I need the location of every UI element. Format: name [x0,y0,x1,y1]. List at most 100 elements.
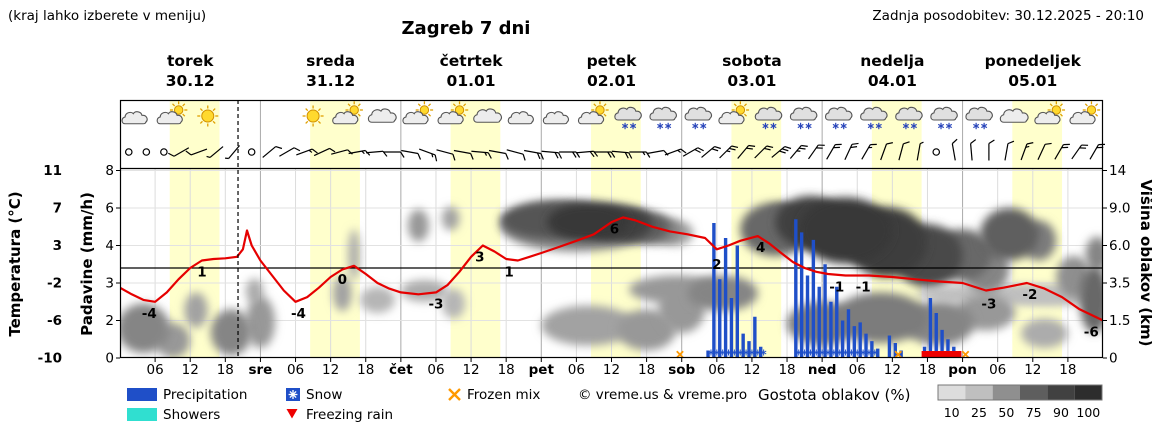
precip-bar [735,245,740,358]
sun-cloud-icon [718,101,750,125]
snow-mark-icon [719,349,726,356]
precip-bar [928,298,933,358]
weather-icons-row [121,101,1101,130]
day-date: 02.01 [587,72,636,90]
precip-bar [811,239,816,358]
cloud-blob [359,286,396,313]
wind-barb-icon [453,149,474,160]
temp-value-label: -3 [981,296,996,312]
snow-mark-icon [743,349,749,356]
daylight-band [310,100,360,358]
calm-wind-icon [247,148,256,156]
temp-value-label: 1 [504,265,513,281]
wind-barb-icon [185,148,208,156]
precip-bar [805,275,810,358]
cloud-blob [798,197,893,264]
cloud-density-layer [120,196,1103,358]
wind-barb-icon [988,139,995,161]
cloud-blob [348,229,360,280]
xtick-day: pon [948,362,977,378]
cloud-blob [120,303,170,353]
density-swatch [1074,385,1102,400]
frozen-mix-mark-icon [961,350,970,359]
snow-mark-icon [848,349,855,356]
showers-swatch [127,408,157,421]
wind-barb-icon [224,145,241,160]
xtick-hour: 12 [462,362,479,378]
wind-barb-icon [737,144,756,159]
day-headers: torek 30.12 sreda 31.12 četrtek 01.01 petek 02.… [166,52,1082,90]
temp-value-label: 4 [756,240,765,256]
temp-tick: 7 [53,201,62,217]
precip-bar [799,232,804,358]
precip-bar [817,286,821,358]
day-name: ponedeljek [985,52,1082,70]
snow-mark-icon [725,349,732,356]
density-tick: 75 [1026,405,1042,420]
temp-value-label: 6 [610,221,619,237]
wind-barb-icon [418,148,438,162]
cloud-icon [473,108,502,123]
temp-tick: -6 [47,313,62,329]
snow-star-icon [288,390,298,399]
snow-mark-icon [807,349,814,356]
temp-tick: -10 [38,351,62,367]
day-date: 03.01 [727,72,776,90]
temp-value-label: 2 [712,257,721,273]
sun-cloud-icon [1069,101,1101,125]
copyright-link[interactable]: © vreme.us & vreme.pro [578,387,747,403]
snow-cloud-icon [684,106,712,130]
frozen-mix-mark-icon [894,350,903,359]
calm-wind-icon [932,148,941,156]
temperature-line [120,216,1103,322]
precip-bar [794,219,798,358]
day-name: sobota [722,52,782,70]
temp-value-label: 0 [338,272,347,288]
wind-barb-icon [664,148,687,156]
density-swatch [992,385,1020,400]
xtick-day: čet [389,362,413,378]
density-swatch [1020,385,1048,400]
precip-bar [858,322,862,358]
wind-barb-icon [880,142,893,161]
xtick-hour: 06 [287,362,304,378]
density-tick: 50 [998,405,1014,420]
legend: Precipitation Snow Frozen mix © vreme.us… [127,384,1103,423]
precip-bar [712,223,716,358]
snow-mark-icon [842,349,849,356]
xtick-hour: 12 [182,362,199,378]
precip-bar [893,343,897,358]
density-scale-border [937,384,1103,401]
precip-bar [887,335,892,358]
wind-barb-icon [951,138,958,161]
precip-bar [835,286,839,358]
plot-frame [116,99,1107,359]
temp-value-label: -4 [142,306,157,322]
precipitation-swatch [127,388,157,401]
cloud-blob [1021,318,1068,348]
wind-barb-icon [611,150,633,159]
snow-mark-icon [737,349,744,356]
wind-barb-icon [789,144,808,159]
cloud-density-label: Gostota oblakov (%) [758,386,911,404]
precip-bar [747,341,751,358]
temp-tick: 3 [53,238,62,254]
cloud-height-tick: 6.0 [1109,238,1130,254]
precip-bar [718,279,722,358]
cloud-height-tick: 1.5 [1109,313,1130,329]
temp-tick: -2 [47,276,62,292]
wind-barb-icon [1054,143,1070,160]
sun-cloud-icon [332,101,363,125]
wind-barb-icon [771,145,792,158]
cloud-moon-icon [507,104,534,125]
cloud-moon-icon [121,104,148,125]
snow-cloud-icon [789,106,818,130]
precip-bar [753,316,757,358]
wind-barb-icon [401,149,422,160]
wind-barb-icon [594,151,616,158]
wind-barb-icon [313,147,336,157]
sun-cloud-icon [156,101,188,125]
precip-bar [864,333,868,358]
xtick-hour: 18 [638,362,655,378]
